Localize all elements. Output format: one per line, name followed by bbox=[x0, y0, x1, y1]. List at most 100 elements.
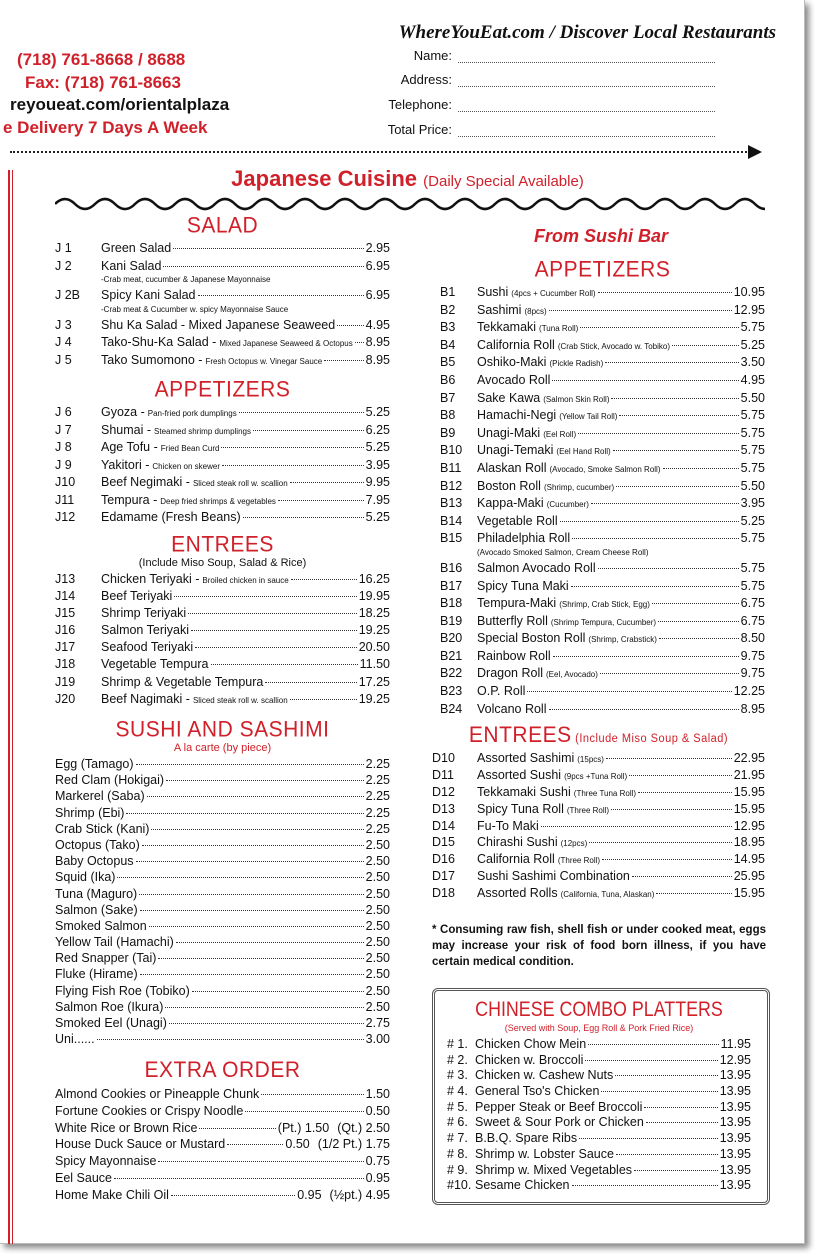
menu-item: # 2. Chicken w. Broccoli 12.95 bbox=[447, 1053, 751, 1069]
item-code: B16 bbox=[440, 560, 463, 575]
menu-item: B17 Spicy Tuna Maki 5.75 bbox=[440, 578, 765, 596]
item-name: Shumai - bbox=[101, 422, 152, 437]
item-name: Oshiko-Maki bbox=[477, 355, 547, 370]
item-name: Sake Kawa bbox=[477, 390, 541, 405]
item-price: (Qt.) 2.50 bbox=[337, 1120, 390, 1135]
item-note: (Avocado Smoked Salmon, Cream Cheese Rol… bbox=[477, 547, 649, 557]
dot-leader bbox=[597, 292, 732, 293]
menu-item: J15 Shrimp Teriyaki 18.25 bbox=[55, 605, 390, 622]
form-input-line[interactable] bbox=[458, 102, 715, 112]
item-code: B11 bbox=[440, 460, 462, 475]
item-name: Assorted Sashimi bbox=[477, 751, 575, 765]
sushi-bar-appetizers-section: APPETIZERS B1 Sushi (4pcs + Cucumber Roll) 1… bbox=[440, 257, 765, 718]
dot-leader bbox=[197, 295, 364, 296]
dot-leader bbox=[658, 638, 739, 640]
item-code: J18 bbox=[55, 657, 76, 672]
item-name: Almond Cookies or Pineapple Chunk bbox=[55, 1087, 260, 1101]
item-price: 10.95 bbox=[733, 285, 765, 299]
dot-leader bbox=[612, 450, 739, 452]
item-name: Volcano Roll bbox=[477, 701, 547, 716]
dot-leader bbox=[158, 958, 364, 960]
item-name: Uni...... bbox=[55, 1032, 95, 1047]
section-heading: CHINESE COMBO PLATTERS bbox=[475, 998, 723, 1021]
item-price: 6.75 bbox=[740, 613, 765, 628]
item-price: 6.95 bbox=[365, 258, 390, 273]
item-price: 14.95 bbox=[733, 852, 765, 867]
section-subtitle: (Served with Soup, Egg Roll & Pork Fried… bbox=[504, 1023, 694, 1033]
menu-item: B20 Special Boston Roll (Shrimp, Crabstick… bbox=[440, 630, 765, 648]
item-code: B9 bbox=[440, 425, 456, 440]
item-description: (15pcs) bbox=[577, 755, 604, 764]
item-code: B14 bbox=[440, 513, 463, 528]
menu-item: Crab Stick (Kani) 2.25 bbox=[55, 821, 390, 837]
item-name: Unagi-Temaki bbox=[477, 443, 554, 458]
item-name: Shrimp Teriyaki bbox=[101, 606, 187, 621]
section-heading: ENTREES bbox=[171, 532, 274, 557]
menu-item: B6 Avocado Roll 4.95 bbox=[440, 372, 765, 390]
item-price: 18.25 bbox=[358, 606, 390, 621]
item-code: J 5 bbox=[55, 352, 72, 367]
item-price-small: 0.95 bbox=[297, 1187, 322, 1202]
dot-leader bbox=[527, 691, 732, 693]
menu-item: B3 Tekkamaki (Tuna Roll) 5.75 bbox=[440, 319, 765, 337]
item-price: (1/2 Pt.) 1.75 bbox=[317, 1137, 390, 1152]
item-name: Chicken w. Cashew Nuts bbox=[475, 1068, 614, 1083]
item-description: (California, Tuna, Alaskan) bbox=[560, 890, 655, 900]
item-name: Age Tofu - bbox=[101, 440, 158, 454]
item-code: D14 bbox=[432, 818, 455, 833]
dot-leader bbox=[191, 990, 364, 992]
dot-leader bbox=[139, 893, 364, 895]
item-price: 7.95 bbox=[365, 492, 390, 507]
dot-leader bbox=[170, 1194, 296, 1196]
item-name: Gyoza - bbox=[101, 405, 145, 419]
menu-item: B10 Unagi-Temaki (Eel Hand Roll) 5.75 bbox=[440, 442, 765, 460]
item-price: 13.95 bbox=[719, 1084, 751, 1099]
dot-leader bbox=[158, 1161, 364, 1163]
item-code: B4 bbox=[440, 337, 456, 352]
item-code: B1 bbox=[440, 285, 456, 299]
item-description: (Eel, Avocado) bbox=[546, 670, 598, 680]
dot-leader bbox=[175, 942, 364, 944]
item-name: Egg (Tamago) bbox=[55, 757, 134, 771]
menu-item: B19 Butterfly Roll (Shrimp Tempura, Cucumb… bbox=[440, 613, 765, 631]
item-code: J 9 bbox=[55, 457, 72, 472]
item-price: 13.95 bbox=[719, 1178, 751, 1193]
item-name: Octopus (Tako) bbox=[55, 837, 140, 852]
title-main: Japanese Cuisine bbox=[231, 166, 418, 191]
item-code: D16 bbox=[432, 852, 455, 867]
item-name: Vegetable Roll bbox=[477, 513, 558, 528]
item-code: B6 bbox=[440, 372, 456, 387]
dot-leader bbox=[611, 397, 739, 399]
item-price: 11.95 bbox=[720, 1037, 751, 1051]
dot-leader bbox=[148, 925, 364, 927]
form-input-line[interactable] bbox=[458, 77, 715, 87]
dot-leader bbox=[188, 613, 357, 615]
website-url: reyoueat.com/orientalplaza bbox=[10, 95, 230, 114]
item-price: 3.00 bbox=[365, 1032, 390, 1047]
dot-leader bbox=[589, 842, 732, 844]
form-input-line[interactable] bbox=[458, 127, 715, 137]
form-input-line[interactable] bbox=[458, 53, 715, 63]
item-code: B3 bbox=[440, 320, 456, 335]
form-row-totalprice: Total Price: bbox=[330, 122, 715, 137]
dot-leader bbox=[277, 499, 364, 501]
item-code: B13 bbox=[440, 496, 463, 511]
dot-leader bbox=[552, 655, 739, 657]
section-heading: ENTREES (Include Miso Soup & Salad) bbox=[468, 723, 729, 748]
item-description: (Pickle Radish) bbox=[549, 359, 604, 369]
form-label: Total Price: bbox=[387, 122, 452, 137]
item-name: Shrimp w. Mixed Vegetables bbox=[475, 1162, 633, 1177]
item-code: B15 bbox=[440, 531, 463, 546]
item-code: # 6. bbox=[447, 1115, 468, 1130]
item-price: 5.50 bbox=[740, 478, 765, 493]
menu-item: Salmon (Sake) 2.50 bbox=[55, 902, 390, 918]
item-name: Tuna (Maguro) bbox=[55, 886, 138, 901]
item-name: California Roll bbox=[477, 852, 555, 867]
item-price: 8.50 bbox=[740, 631, 765, 646]
item-name: Salmon (Sake) bbox=[55, 902, 138, 917]
menu-item: Spicy Mayonnaise 0.75 bbox=[55, 1153, 390, 1170]
menu-item: Tuna (Maguro) 2.50 bbox=[55, 886, 390, 902]
item-description: Broiled chicken in sauce bbox=[202, 576, 289, 585]
item-price: 2.25 bbox=[365, 789, 390, 804]
item-name: Beef Teriyaki bbox=[101, 589, 173, 604]
